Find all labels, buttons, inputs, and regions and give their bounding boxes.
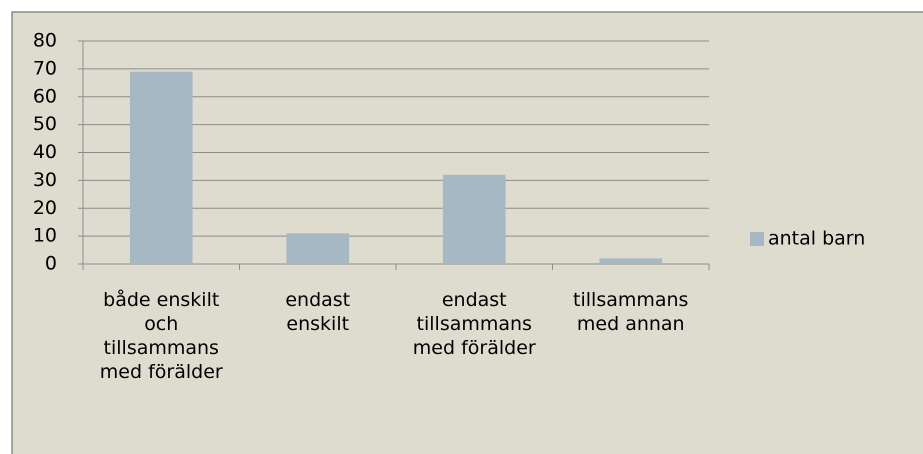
- x-tick-label: tillsammans med annan: [573, 289, 689, 335]
- bar: [599, 258, 663, 264]
- bar: [286, 233, 350, 264]
- y-tick-label: 80: [33, 30, 57, 52]
- y-tick-label: 30: [33, 169, 57, 191]
- y-tick-label: 0: [45, 253, 57, 275]
- y-tick-label: 20: [33, 197, 57, 219]
- x-tick-label: endast enskilt: [285, 289, 351, 335]
- bar: [129, 71, 193, 264]
- y-tick-label: 50: [33, 113, 57, 135]
- legend-label: antal barn: [768, 228, 865, 250]
- y-tick-label: 10: [33, 225, 57, 247]
- y-tick-label: 70: [33, 57, 57, 79]
- x-tick-label: både enskilt och tillsammans med förälde…: [99, 289, 223, 383]
- bar: [442, 174, 506, 264]
- y-tick-label: 40: [33, 141, 57, 163]
- x-tick-label: endast tillsammans med förälder: [412, 289, 536, 359]
- y-tick-label: 60: [33, 85, 57, 107]
- legend-swatch: [750, 232, 764, 246]
